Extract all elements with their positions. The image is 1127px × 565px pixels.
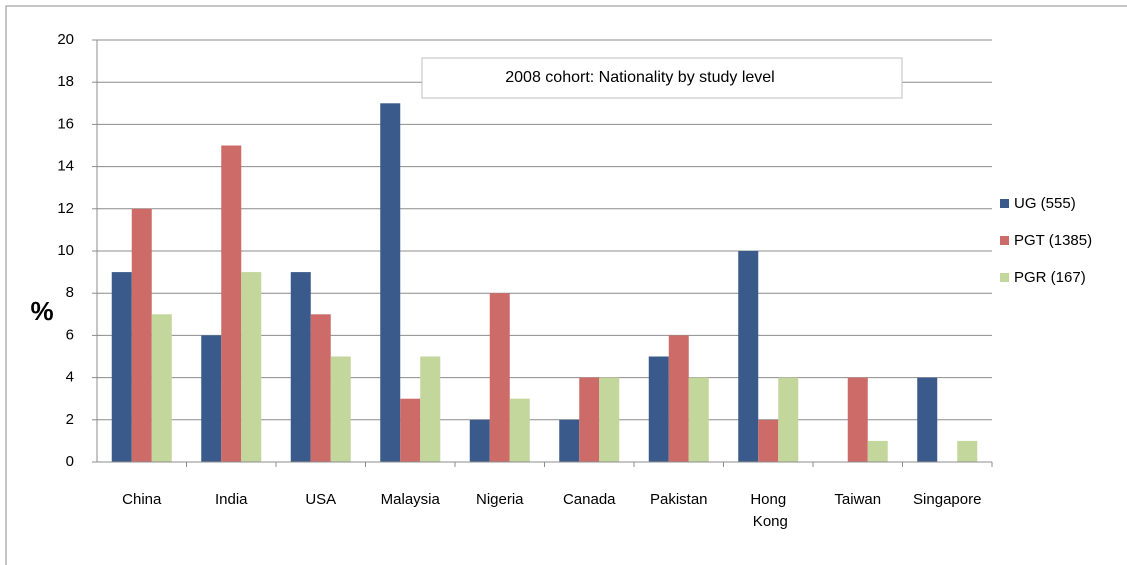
bar xyxy=(648,356,669,462)
bar xyxy=(380,103,401,463)
bar xyxy=(111,272,132,462)
legend-swatch xyxy=(1000,199,1009,208)
bar xyxy=(688,377,709,462)
bar xyxy=(330,356,351,462)
legend-label: UG (555) xyxy=(1014,195,1076,212)
x-tick-label: Hong Kong xyxy=(749,491,788,530)
y-tick-label: 6 xyxy=(66,326,74,343)
chart-frame xyxy=(5,5,1127,565)
bar xyxy=(151,314,172,462)
legend-label: PGR (167) xyxy=(1014,269,1086,286)
bar xyxy=(917,377,938,462)
bar xyxy=(310,314,331,462)
bar xyxy=(469,419,490,462)
y-tick-label: 2 xyxy=(66,411,74,428)
bar xyxy=(201,335,222,462)
x-tick-label: Taiwan xyxy=(834,491,881,508)
bar xyxy=(559,419,580,462)
y-axis-label: % xyxy=(30,296,53,326)
legend-swatch xyxy=(1000,236,1009,245)
bar xyxy=(400,398,421,462)
bar xyxy=(579,377,600,462)
y-tick-label: 16 xyxy=(57,115,74,132)
bar xyxy=(957,440,978,462)
x-tick-label: Canada xyxy=(563,491,616,508)
title-box xyxy=(421,57,903,99)
bar xyxy=(867,440,888,462)
x-tick-label: Pakistan xyxy=(650,491,708,508)
y-tick-label: 20 xyxy=(57,31,74,48)
y-tick-label: 0 xyxy=(66,453,74,470)
bar xyxy=(489,293,510,462)
bar xyxy=(778,377,799,462)
bar xyxy=(241,272,262,462)
legend-label: PGT (1385) xyxy=(1014,232,1092,249)
bar xyxy=(509,398,530,462)
y-tick-label: 4 xyxy=(66,369,74,386)
y-tick-label: 8 xyxy=(66,284,74,301)
bar xyxy=(758,419,779,462)
y-tick-label: 10 xyxy=(57,242,74,259)
x-tick-label: Singapore xyxy=(913,491,981,508)
bar xyxy=(420,356,441,462)
chart-title: 2008 cohort: Nationality by study level xyxy=(505,69,774,86)
bar xyxy=(738,251,759,462)
y-tick-label: 12 xyxy=(57,200,74,217)
bar xyxy=(221,145,242,462)
x-tick-label: Nigeria xyxy=(476,491,524,508)
x-tick-label: Malaysia xyxy=(381,491,441,508)
y-tick-label: 18 xyxy=(57,73,74,90)
bar xyxy=(668,335,689,462)
bar xyxy=(599,377,620,462)
legend-swatch xyxy=(1000,273,1009,282)
bar xyxy=(847,377,868,462)
x-tick-label: China xyxy=(122,491,162,508)
bar xyxy=(131,208,152,462)
x-tick-label: USA xyxy=(305,491,336,508)
y-tick-label: 14 xyxy=(57,158,74,175)
bar xyxy=(290,272,311,462)
x-tick-label: India xyxy=(215,491,248,508)
